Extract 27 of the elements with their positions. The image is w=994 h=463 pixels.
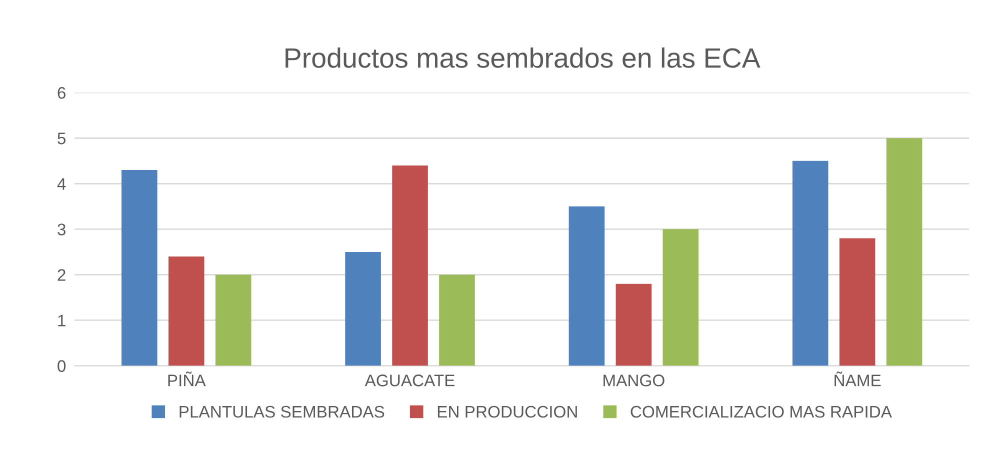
legend-label: PLANTULAS SEMBRADAS bbox=[180, 406, 384, 418]
bar bbox=[839, 238, 876, 366]
y-tick-label: 5 bbox=[58, 132, 66, 144]
legend-label: COMERCIALIZACIO MAS RAPIDA bbox=[630, 406, 892, 418]
bar bbox=[392, 165, 428, 366]
bar bbox=[439, 274, 475, 366]
bar bbox=[215, 274, 252, 366]
bar bbox=[616, 284, 652, 366]
bar bbox=[792, 160, 828, 366]
y-tick-label: 6 bbox=[58, 87, 66, 99]
chart-title: Productos mas sembrados en las ECA bbox=[286, 47, 760, 68]
bar bbox=[662, 229, 699, 366]
bar bbox=[345, 252, 381, 366]
bar bbox=[168, 256, 204, 366]
x-tick-label: ÑAME bbox=[834, 372, 881, 386]
y-tick-label: 0 bbox=[58, 360, 66, 372]
x-tick-label: MANGO bbox=[604, 374, 664, 386]
y-tick-label: 2 bbox=[58, 269, 66, 281]
bar bbox=[122, 170, 158, 366]
x-tick-label: AGUACATE bbox=[364, 374, 455, 386]
x-tick-label: PIÑA bbox=[168, 372, 206, 386]
y-tick-label: 1 bbox=[58, 314, 66, 326]
y-tick-label: 4 bbox=[57, 178, 66, 190]
bar bbox=[886, 138, 922, 366]
y-tick-label: 3 bbox=[58, 224, 66, 236]
legend-label: EN PRODUCCION bbox=[438, 406, 577, 418]
bar bbox=[568, 206, 605, 366]
